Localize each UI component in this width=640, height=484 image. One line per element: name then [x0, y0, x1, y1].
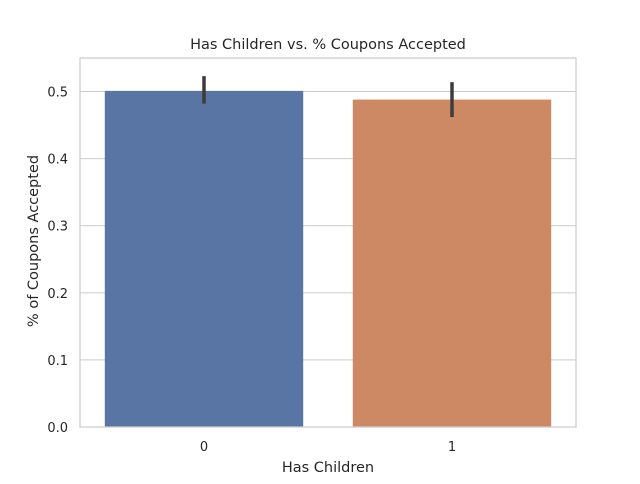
error-bars: [202, 76, 454, 118]
y-tick-label: 0.4: [47, 153, 68, 168]
x-tick-label: 0: [200, 440, 208, 455]
y-tick-label: 0.2: [47, 287, 68, 302]
bar-0: [104, 90, 304, 427]
y-tick-label: 0.1: [47, 354, 68, 369]
y-tick-label: 0.5: [47, 86, 68, 101]
x-tick-label: 1: [448, 440, 456, 455]
y-tick-labels: 0.0 0.1 0.2 0.3 0.4 0.5: [47, 86, 68, 436]
bars: [104, 90, 552, 427]
y-tick-label: 0.3: [47, 220, 68, 235]
bar-1: [352, 99, 552, 427]
x-axis-label: Has Children: [282, 460, 374, 476]
y-tick-label: 0.0: [47, 421, 68, 436]
y-axis-label: % of Coupons Accepted: [26, 155, 42, 327]
plot-frame: [79, 57, 577, 428]
chart-title: Has Children vs. % Coupons Accepted: [190, 37, 466, 53]
